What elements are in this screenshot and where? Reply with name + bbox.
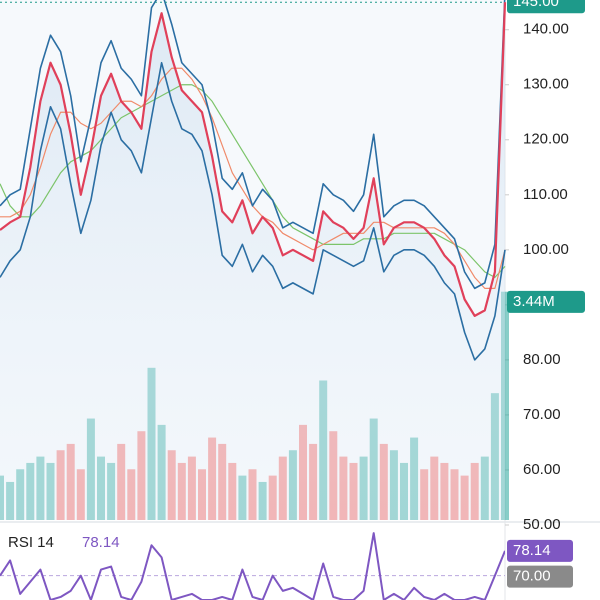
- y-tick-label: 80.00: [523, 351, 561, 368]
- y-tick-label: 50.00: [523, 516, 561, 533]
- rsi-tag: 78.14: [513, 542, 551, 559]
- y-tick-label: 60.00: [523, 461, 561, 478]
- price-tag: 145.00: [513, 0, 559, 10]
- line: [0, 2, 507, 317]
- y-tick-label: 130.00: [523, 76, 569, 93]
- rsi-value: 78.14: [82, 534, 120, 551]
- y-tick-label: 140.00: [523, 21, 569, 38]
- rsi-title: RSI 14: [8, 534, 54, 551]
- line: [0, 0, 506, 290]
- y-tick-label: 120.00: [523, 131, 569, 148]
- line: [0, 84, 506, 278]
- volume-tag-box: [507, 290, 585, 313]
- rsi-pane: [0, 532, 505, 600]
- y-tick-label: 110.00: [523, 186, 568, 203]
- price-area: [0, 2, 505, 521]
- rsi-level-tag-box: [507, 565, 573, 588]
- line: [0, 532, 505, 600]
- y-tick-label: 100.00: [523, 241, 569, 258]
- y-tick-label: 70.00: [523, 406, 561, 423]
- volume-tag: 3.44M: [513, 293, 555, 310]
- rsi-level-tag: 70.00: [513, 568, 551, 585]
- rsi-tag-box: [507, 539, 573, 562]
- line: [0, 61, 506, 361]
- price-tag-box: [507, 0, 585, 14]
